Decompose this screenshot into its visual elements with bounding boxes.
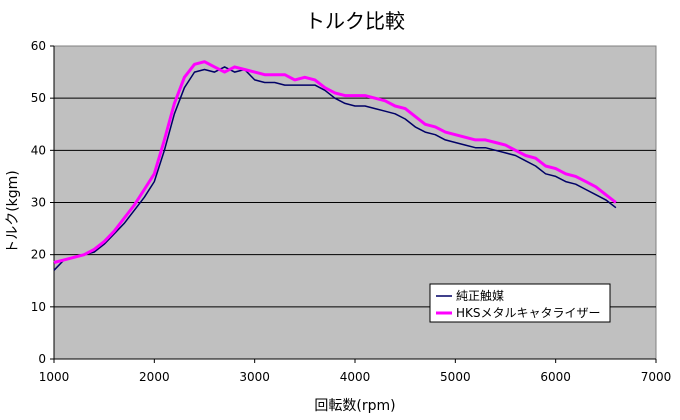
x-axis-label: 回転数(rpm) (314, 398, 395, 414)
y-tick-label: 20 (31, 248, 46, 262)
chart-title: トルク比較 (305, 9, 405, 33)
gridlines (54, 97, 656, 308)
legend-box (429, 283, 611, 323)
y-tick-label: 60 (31, 39, 46, 53)
y-tick-label: 10 (31, 300, 46, 314)
series-line-stock (53, 66, 617, 271)
y-tick-label: 30 (31, 196, 46, 210)
y-tick-label: 40 (31, 143, 46, 157)
x-tick-label: 6000 (540, 370, 571, 384)
y-axis-label: トルク(kgm) (5, 170, 21, 254)
x-tick-label: 2000 (139, 370, 170, 384)
axis-ticks: 0 10 20 30 40 50 60 1000 2000 3000 4000 5000 6000 700… (31, 39, 672, 384)
series-lines (53, 60, 617, 271)
x-tick-label: 7000 (641, 370, 672, 384)
legend: 純正触媒 HKSメタルキャタライザー (429, 283, 611, 323)
legend-label-hks: HKSメタルキャタライザー (456, 306, 601, 320)
x-tick-label: 3000 (239, 370, 270, 384)
legend-label-stock: 純正触媒 (456, 289, 504, 303)
y-tick-label: 0 (38, 352, 46, 366)
series-line-hks (53, 60, 617, 264)
x-tick-label: 4000 (340, 370, 371, 384)
x-tick-label: 1000 (39, 370, 70, 384)
x-tick-label: 5000 (440, 370, 471, 384)
y-tick-label: 50 (31, 91, 46, 105)
